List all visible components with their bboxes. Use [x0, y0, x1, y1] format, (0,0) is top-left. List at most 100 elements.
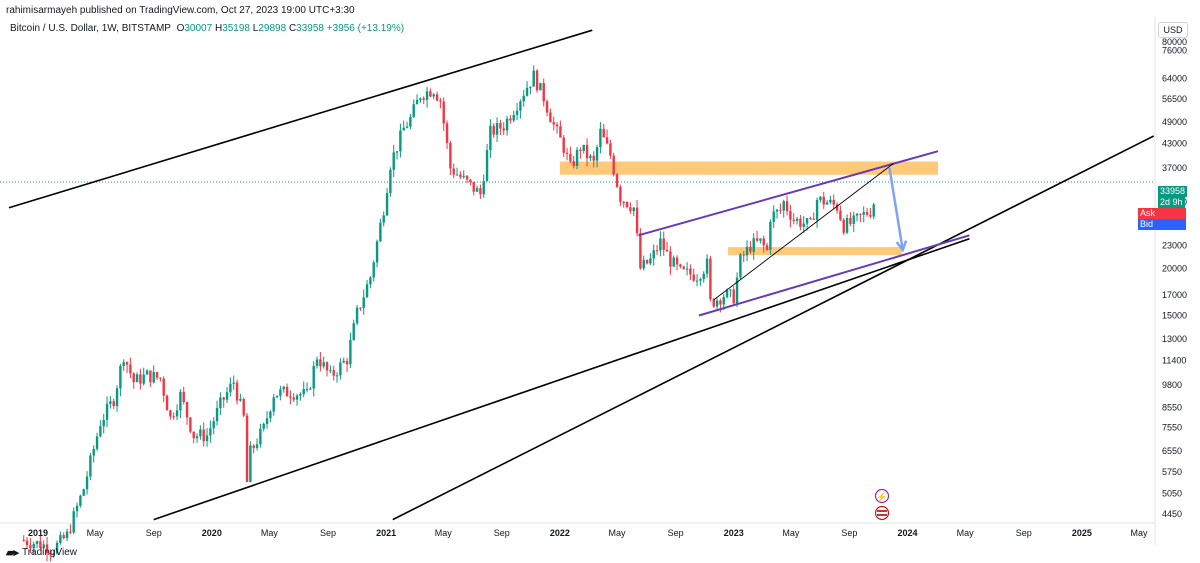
- candle-body: [39, 541, 42, 549]
- close-label: C: [288, 23, 297, 34]
- brand-label: TradingView: [21, 547, 78, 558]
- price-tick-label: 7550: [1162, 423, 1182, 433]
- candle-body: [475, 188, 479, 192]
- candle-body: [72, 511, 75, 533]
- candle-body: [862, 212, 865, 215]
- candle-body: [589, 155, 592, 159]
- tradingview-footer[interactable]: ▰▸ TradingView: [6, 546, 77, 559]
- candle-body: [92, 448, 95, 456]
- candle-body: [805, 218, 809, 224]
- candle-body: [422, 98, 425, 100]
- candle-body: [155, 372, 159, 378]
- candle-body: [822, 196, 825, 205]
- candle-body: [129, 364, 132, 374]
- candle-body: [849, 217, 852, 224]
- candle-body: [872, 204, 875, 217]
- candle-body: [429, 91, 432, 97]
- candle-body: [292, 397, 295, 400]
- candle-body: [442, 101, 445, 124]
- candle-body: [509, 118, 512, 121]
- candle-body: [465, 175, 469, 180]
- candle-body: [119, 365, 122, 389]
- candle-body: [342, 360, 345, 363]
- candle-body: [482, 180, 485, 195]
- time-tick-label: 2023: [724, 528, 744, 538]
- candle-body: [845, 217, 849, 233]
- countdown-badge: 2d 9h: [1158, 197, 1185, 208]
- symbol-title: Bitcoin / U.S. Dollar, 1W, BITSTAMP: [10, 23, 171, 34]
- candle-body: [735, 277, 739, 304]
- last-price: 33958: [1160, 186, 1186, 196]
- us-flag-stripe-icon: [877, 510, 887, 512]
- candle-body: [329, 370, 332, 372]
- candle-body: [775, 209, 779, 212]
- candle-body: [809, 218, 812, 220]
- candle-body: [575, 149, 579, 166]
- candle-body: [335, 375, 339, 377]
- candle-body: [605, 137, 609, 144]
- candle-body: [165, 395, 169, 411]
- candle-body: [499, 123, 502, 129]
- candle-body: [202, 429, 205, 442]
- candle-body: [445, 123, 449, 143]
- candle-body: [609, 143, 612, 156]
- candle-body: [815, 199, 819, 220]
- candle-body: [635, 207, 639, 234]
- candle-body: [389, 169, 392, 194]
- low-label: L: [252, 23, 259, 34]
- candle-body: [739, 254, 742, 278]
- candle-body: [305, 388, 309, 390]
- candle-body: [45, 544, 49, 554]
- candle-body: [109, 401, 112, 404]
- publisher-line: rahimisarmayeh published on TradingView.…: [6, 5, 355, 16]
- candle-body: [542, 83, 545, 102]
- candle-body: [742, 254, 745, 256]
- candle-body: [515, 110, 519, 115]
- candle-body: [175, 410, 179, 417]
- candle-body: [275, 395, 279, 398]
- candle-body: [722, 297, 725, 305]
- price-tick-label: 76000: [1162, 45, 1187, 55]
- candle-body: [645, 259, 649, 264]
- candle-body: [192, 431, 195, 439]
- last-price-badge: 33958: [1158, 186, 1188, 197]
- price-tick-label: 49000: [1162, 117, 1187, 127]
- candle-body: [859, 213, 862, 215]
- candle-body: [32, 544, 35, 549]
- candle-body: [719, 300, 722, 305]
- candle-body: [99, 426, 102, 437]
- candle-body: [179, 391, 182, 411]
- price-tick-label: 17000: [1162, 290, 1187, 300]
- trend-line: [8, 29, 593, 209]
- candle-body: [582, 144, 585, 151]
- candle-body: [715, 300, 719, 307]
- candle-body: [592, 155, 595, 161]
- candle-body: [669, 251, 672, 267]
- candle-body: [562, 137, 565, 153]
- time-tick-label: 2022: [550, 528, 570, 538]
- currency-selector[interactable]: USD: [1158, 22, 1188, 38]
- candle-body: [215, 408, 219, 422]
- candle-body: [752, 238, 755, 252]
- candle-body: [232, 382, 235, 384]
- candle-body: [339, 362, 342, 376]
- candle-body: [585, 144, 589, 159]
- candle-body: [229, 383, 232, 393]
- candle-body: [495, 123, 499, 135]
- candle-body: [55, 542, 59, 554]
- price-tick-label: 64000: [1162, 73, 1187, 83]
- candle-body: [105, 403, 109, 420]
- candle-body: [372, 262, 375, 278]
- candle-body: [865, 212, 869, 215]
- candle-body: [269, 411, 272, 419]
- candle-body: [479, 188, 482, 195]
- price-tick-label: 4450: [1162, 509, 1182, 519]
- candle-body: [492, 125, 495, 135]
- candle-body: [782, 201, 785, 211]
- candle-body: [725, 290, 729, 298]
- candle-body: [159, 377, 162, 379]
- candle-body: [79, 495, 82, 506]
- candle-body: [322, 362, 325, 367]
- candle-body: [412, 104, 415, 117]
